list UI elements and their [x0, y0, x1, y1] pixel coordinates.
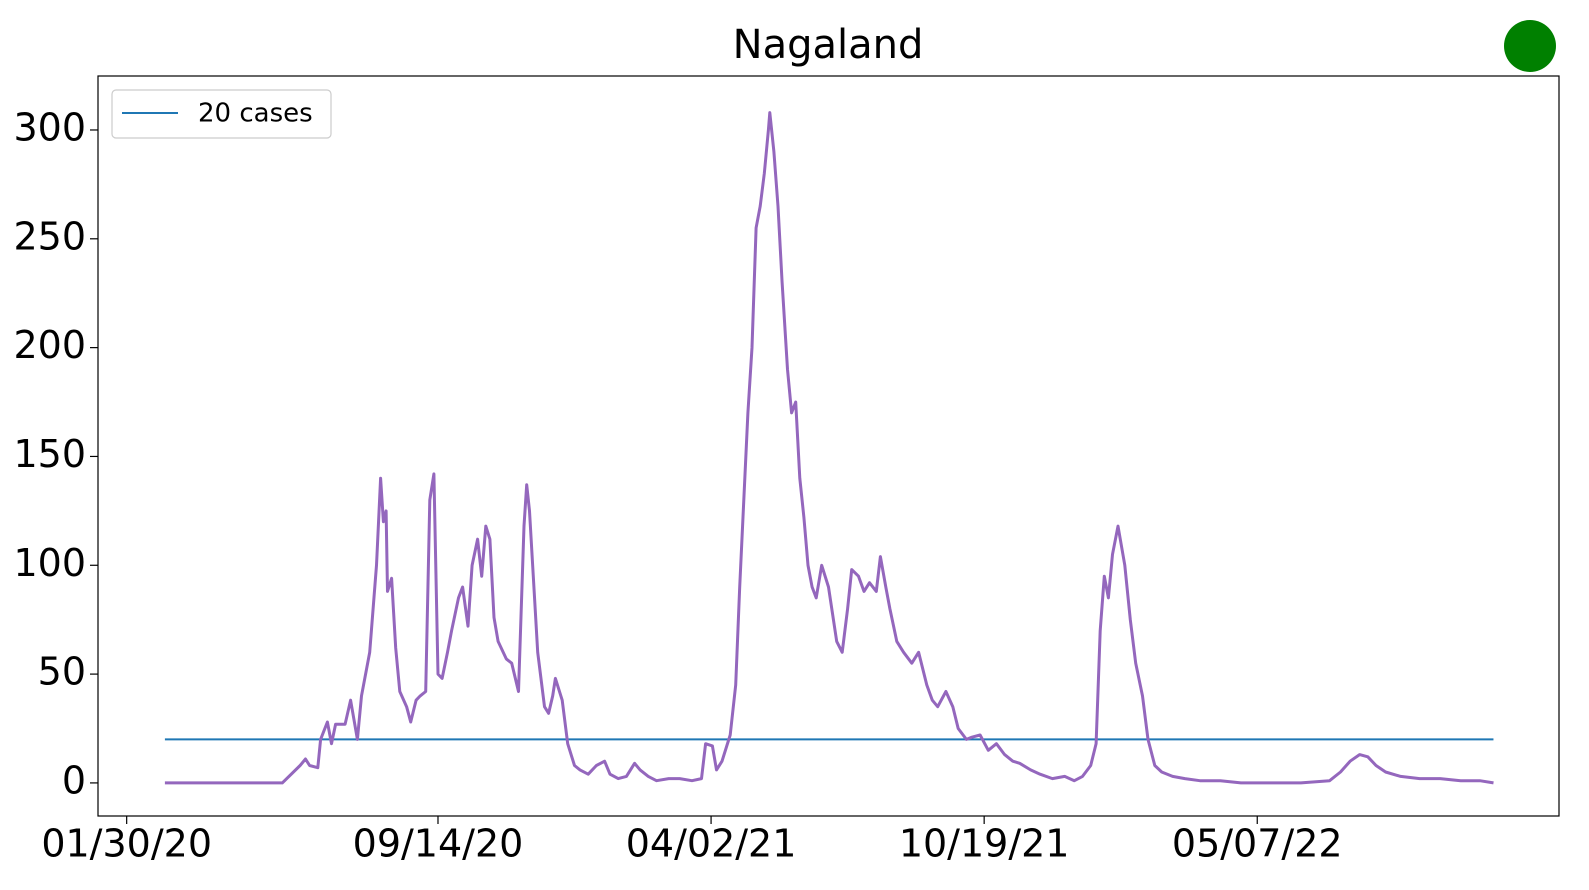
y-tick-label: 150 — [13, 432, 86, 476]
x-tick-label: 01/30/20 — [41, 822, 212, 866]
y-tick-label: 50 — [38, 650, 86, 694]
legend-label: 20 cases — [198, 99, 313, 129]
y-tick-label: 0 — [62, 758, 86, 802]
series-line — [164, 111, 1494, 785]
y-tick-label: 300 — [13, 105, 86, 149]
chart-title: Nagaland — [733, 22, 924, 68]
y-tick-label: 100 — [13, 541, 86, 585]
y-tick-label: 200 — [13, 323, 86, 367]
status-dot — [1504, 20, 1556, 72]
legend-box — [111, 89, 332, 139]
x-tick-label: 05/07/22 — [1172, 822, 1343, 866]
y-tick-label: 250 — [13, 214, 86, 258]
x-tick-label: 09/14/20 — [353, 822, 524, 866]
plot-frame — [97, 75, 1560, 817]
x-tick-label: 04/02/21 — [626, 822, 797, 866]
x-tick-label: 10/19/21 — [899, 822, 1070, 866]
